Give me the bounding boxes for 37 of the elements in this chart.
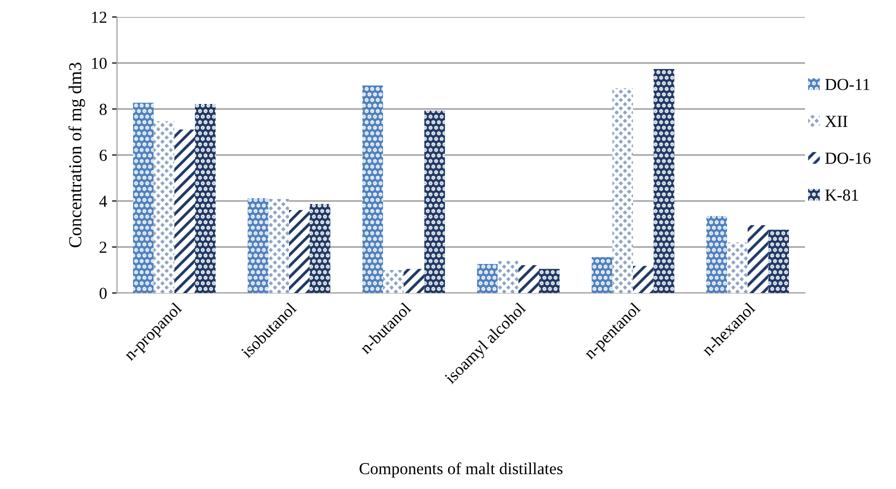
- bar: [748, 225, 768, 293]
- legend-label: K-81: [825, 190, 858, 201]
- x-axis-title: Components of malt distillates: [360, 462, 562, 478]
- bar: [592, 257, 612, 293]
- bar: [362, 86, 384, 293]
- legend-label: DO-16: [825, 152, 871, 164]
- bar: [248, 198, 268, 293]
- y-tick-label: 6: [100, 150, 107, 161]
- bar: [538, 268, 560, 293]
- y-tick-label: 10: [92, 58, 107, 69]
- bar: [768, 230, 789, 293]
- y-tick-label: 4: [99, 196, 108, 207]
- bar: [310, 204, 330, 293]
- bar: [268, 198, 289, 293]
- bar: [612, 88, 633, 293]
- bar: [727, 242, 748, 293]
- bar: [498, 260, 518, 293]
- legend-label: XII: [825, 116, 848, 127]
- bar: [518, 265, 539, 293]
- bar: [477, 264, 498, 293]
- bar: [289, 210, 310, 293]
- bar: [383, 270, 404, 293]
- y-tick-label: 0: [100, 288, 107, 299]
- bar: [654, 68, 674, 293]
- bar: [404, 268, 424, 293]
- bar: [154, 121, 174, 293]
- bar: [706, 216, 728, 293]
- y-tick-label: 8: [100, 104, 107, 115]
- bar: [174, 129, 195, 293]
- y-tick-label: 2: [100, 242, 106, 253]
- bar: [194, 104, 216, 293]
- bar: [633, 266, 654, 293]
- legend-label: DO-11: [825, 78, 870, 90]
- y-tick-label: 12: [92, 12, 106, 23]
- bar: [424, 110, 445, 293]
- y-axis-title: Concentration of mg dm3: [68, 62, 86, 248]
- bar: [133, 102, 154, 293]
